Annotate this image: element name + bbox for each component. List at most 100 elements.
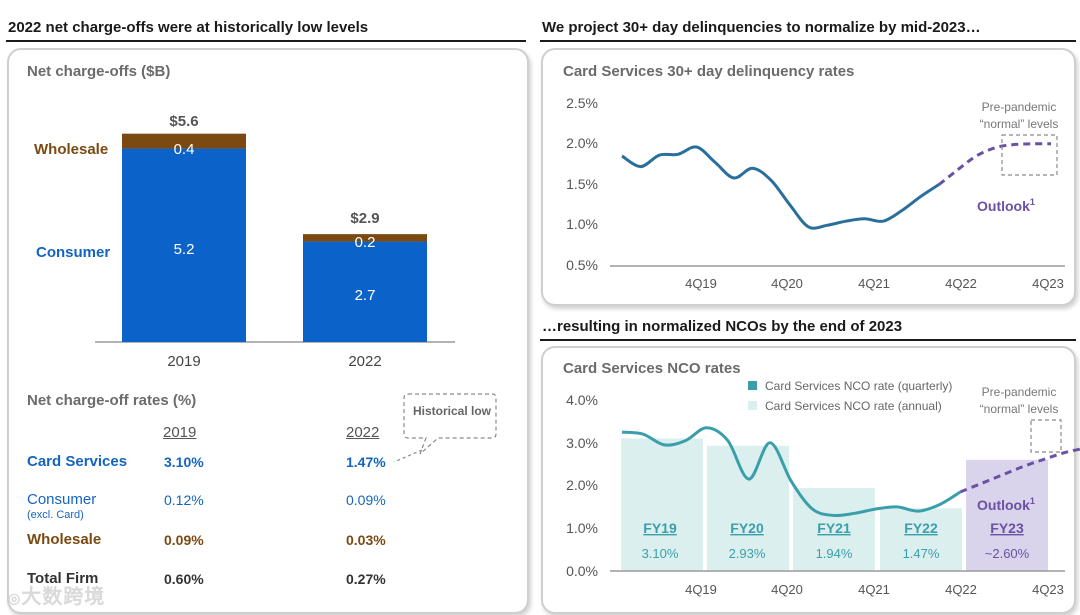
legend-annual: Card Services NCO rate (annual) bbox=[765, 399, 942, 413]
nco-normal-box bbox=[1030, 419, 1062, 453]
legend-quarterly: Card Services NCO rate (quarterly) bbox=[765, 379, 952, 393]
nco-outlook-label: Outlook1 bbox=[977, 496, 1035, 513]
watermark-text: 大数跨境 bbox=[21, 586, 106, 608]
watermark: ◎大数跨境 bbox=[8, 580, 105, 609]
fy-label-0: FY19 bbox=[643, 520, 677, 536]
dq-outlook-label-text: Outlook bbox=[977, 198, 1030, 214]
rates-year-2022: 2022 bbox=[346, 424, 380, 441]
consumer-value-2022: 2.7 bbox=[355, 287, 376, 304]
delinquency-chart-title: Card Services 30+ day delinquency rates bbox=[563, 63, 855, 80]
delinquency-panel bbox=[541, 48, 1076, 306]
top-right-title-rule bbox=[540, 40, 1076, 42]
fy-label-2: FY21 bbox=[817, 520, 851, 536]
total-label-2022: $2.9 bbox=[350, 210, 379, 227]
callout-text: Historical low bbox=[412, 404, 492, 418]
dq-ytick-3: 1.0% bbox=[566, 216, 598, 232]
top-right-section-title: We project 30+ day delinquencies to norm… bbox=[542, 19, 981, 36]
nco-xtick-1: 4Q20 bbox=[771, 582, 803, 597]
dq-ytick-4: 0.5% bbox=[566, 257, 598, 273]
bar-consumer-2022 bbox=[303, 241, 427, 342]
bar-wholesale-2022 bbox=[303, 234, 427, 242]
dq-ytick-1: 2.0% bbox=[566, 135, 598, 151]
nco-ytick-3: 1.0% bbox=[566, 520, 598, 536]
dq-normal-box bbox=[1001, 134, 1058, 176]
dq-xtick-3: 4Q22 bbox=[945, 276, 977, 291]
rate-total-firm-2019: 0.60% bbox=[164, 571, 204, 587]
nco-xtick-2: 4Q21 bbox=[858, 582, 890, 597]
dq-outlook-label: Outlook1 bbox=[977, 197, 1035, 214]
rate-label-wholesale: Wholesale bbox=[27, 531, 102, 548]
rate-label-consumer: Consumer bbox=[27, 491, 97, 508]
nco-annotation-line1: Pre-pandemic bbox=[982, 385, 1057, 399]
rate-total-firm-2022: 0.27% bbox=[346, 571, 386, 587]
total-label-2019: $5.6 bbox=[169, 113, 198, 130]
nco-ytick-2: 2.0% bbox=[566, 477, 598, 493]
rates-year-2019: 2019 bbox=[163, 424, 197, 441]
nco-annual-bar-fy19 bbox=[621, 438, 703, 571]
nco-annual-bar-fy22 bbox=[880, 508, 962, 571]
nco-rates-chart-title: Card Services NCO rates bbox=[563, 360, 741, 377]
nco-quarterly-line bbox=[621, 426, 962, 518]
rate-wholesale-2022: 0.03% bbox=[346, 532, 386, 548]
rates-title: Net charge-off rates (%) bbox=[27, 392, 197, 409]
dq-outlook-sup: 1 bbox=[1030, 197, 1035, 207]
fy-value-3: 1.47% bbox=[903, 546, 940, 561]
callout-pointer bbox=[393, 449, 423, 463]
fy-value-1: 2.93% bbox=[729, 546, 766, 561]
legend-swatch-annual bbox=[748, 401, 757, 410]
legend-consumer: Consumer bbox=[36, 244, 110, 261]
watermark-logo-icon: ◎ bbox=[8, 590, 22, 606]
nco-outlook-label-text: Outlook bbox=[977, 497, 1030, 513]
bottom-right-section-title: …resulting in normalized NCOs by the end… bbox=[542, 318, 903, 335]
left-panel bbox=[7, 48, 529, 614]
left-section-title: 2022 net charge-offs were at historicall… bbox=[8, 19, 369, 36]
rate-label-card-services: Card Services bbox=[27, 453, 128, 470]
nco-panel-title: Net charge-offs ($B) bbox=[27, 63, 171, 80]
wholesale-value-2019: 0.4 bbox=[174, 141, 195, 158]
fy-value-4: ~2.60% bbox=[985, 546, 1030, 561]
nco-outlook-line bbox=[959, 447, 1080, 494]
bottom-right-title-rule bbox=[540, 339, 1076, 341]
bar-consumer-2019 bbox=[122, 148, 246, 342]
fy-label-3: FY22 bbox=[904, 520, 938, 536]
fy-label-4: FY23 bbox=[990, 520, 1024, 536]
nco-xtick-0: 4Q19 bbox=[685, 582, 717, 597]
consumer-value-2019: 5.2 bbox=[174, 241, 195, 258]
nco-annual-bar-fy23 bbox=[966, 459, 1048, 571]
dq-ytick-0: 2.5% bbox=[566, 95, 598, 111]
nco-outlook-sup: 1 bbox=[1030, 496, 1035, 506]
rate-label-total-firm: Total Firm bbox=[27, 570, 99, 587]
dq-annotation-line2: “normal” levels bbox=[980, 117, 1059, 131]
delinquency-line-chart: 2.5% 2.0% 1.5% 1.0% 0.5% 4Q19 4Q20 4Q21 … bbox=[566, 95, 1065, 291]
nco-bar-chart: 5.2 2.7 0.4 0.2 $5.6 $2.9 Wholesale Cons… bbox=[34, 113, 455, 370]
fy-value-2: 1.94% bbox=[816, 546, 853, 561]
rate-wholesale-2019: 0.09% bbox=[164, 532, 204, 548]
dq-xtick-2: 4Q21 bbox=[858, 276, 890, 291]
wholesale-value-2022: 0.2 bbox=[355, 234, 376, 251]
left-title-rule bbox=[6, 40, 526, 42]
x-tick-2019: 2019 bbox=[167, 353, 200, 370]
callout-bubble bbox=[403, 393, 497, 455]
fy-value-0: 3.10% bbox=[642, 546, 679, 561]
nco-ytick-1: 3.0% bbox=[566, 435, 598, 451]
nco-ytick-4: 0.0% bbox=[566, 563, 598, 579]
rate-card-services-2022: 1.47% bbox=[346, 454, 386, 470]
x-tick-2022: 2022 bbox=[348, 353, 381, 370]
dq-ytick-2: 1.5% bbox=[566, 176, 598, 192]
rate-card-services-2019: 3.10% bbox=[164, 454, 204, 470]
bar-wholesale-2019 bbox=[122, 133, 246, 149]
nco-annual-bar-fy20 bbox=[707, 445, 789, 571]
nco-xtick-4: 4Q23 bbox=[1032, 582, 1064, 597]
legend-wholesale: Wholesale bbox=[34, 141, 108, 158]
nco-xtick-3: 4Q22 bbox=[945, 582, 977, 597]
rate-consumer-2019: 0.12% bbox=[164, 492, 204, 508]
rate-label-consumer-sub: (excl. Card) bbox=[27, 509, 84, 521]
rate-consumer-2022: 0.09% bbox=[346, 492, 386, 508]
nco-ytick-0: 4.0% bbox=[566, 392, 598, 408]
dq-xtick-0: 4Q19 bbox=[685, 276, 717, 291]
legend-swatch-quarterly bbox=[748, 381, 757, 390]
dq-xtick-1: 4Q20 bbox=[771, 276, 803, 291]
nco-annotation-line2: “normal” levels bbox=[980, 402, 1059, 416]
dq-xtick-4: 4Q23 bbox=[1032, 276, 1064, 291]
